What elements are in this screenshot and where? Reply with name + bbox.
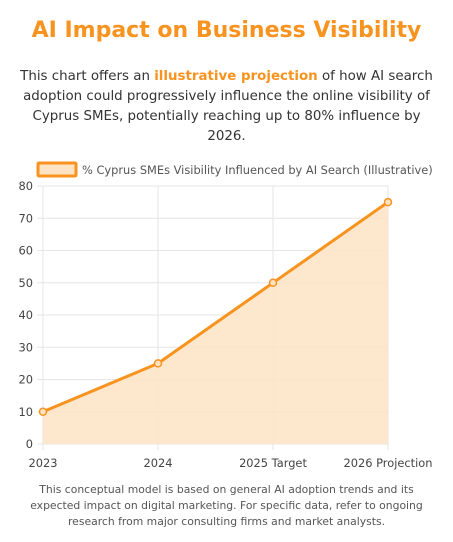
line-chart: % Cyprus SMEs Visibility Influenced by A… xyxy=(19,161,433,470)
footer-note: This conceptual model is based on genera… xyxy=(30,483,423,528)
intro-highlight: illustrative projection xyxy=(154,69,318,84)
y-tick-labels: 0 10 20 30 40 50 60 70 80 xyxy=(19,179,34,451)
x-tick-label: 2025 Target xyxy=(239,456,307,470)
y-tick-label: 50 xyxy=(19,276,34,290)
legend-swatch xyxy=(36,161,78,178)
y-tick-label: 40 xyxy=(19,308,34,322)
y-tick-label: 70 xyxy=(19,211,34,225)
y-tick-label: 20 xyxy=(19,373,34,387)
y-tick-label: 0 xyxy=(26,437,33,451)
chart-title: AI Impact on Business Visibility xyxy=(31,18,422,43)
data-points xyxy=(38,197,393,416)
x-tick-label: 2023 xyxy=(29,456,58,470)
intro-text-before: This chart offers an xyxy=(20,69,155,84)
intro-text-after: of how AI search adoption could progress… xyxy=(23,69,433,144)
x-tick-label: 2024 xyxy=(144,456,173,470)
series-line xyxy=(42,200,389,414)
x-tick-label: 2026 Projection xyxy=(344,456,433,470)
y-tick-label: 80 xyxy=(19,179,34,193)
y-tick-label: 60 xyxy=(19,244,34,258)
data-point[interactable] xyxy=(383,197,393,207)
intro-paragraph: This chart offers an illustrative projec… xyxy=(20,67,433,147)
data-point[interactable] xyxy=(268,278,278,287)
data-point[interactable] xyxy=(153,359,163,368)
y-tick-label: 10 xyxy=(19,405,34,419)
legend[interactable]: % Cyprus SMEs Visibility Influenced by A… xyxy=(36,161,433,178)
data-point[interactable] xyxy=(38,407,48,416)
series-area xyxy=(43,202,388,444)
y-tick-label: 30 xyxy=(19,340,34,354)
x-tick-labels: 2023 2024 2025 Target 2026 Projection xyxy=(29,456,433,470)
legend-label: % Cyprus SMEs Visibility Influenced by A… xyxy=(82,163,433,177)
